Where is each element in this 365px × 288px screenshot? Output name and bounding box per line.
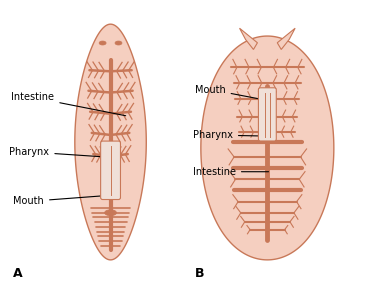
Polygon shape [201,36,334,260]
Polygon shape [277,28,295,50]
Text: B: B [195,267,204,280]
Text: Intestine: Intestine [11,92,126,116]
FancyBboxPatch shape [258,88,276,141]
Ellipse shape [115,41,122,45]
Ellipse shape [99,41,106,45]
Text: A: A [13,267,23,280]
FancyBboxPatch shape [101,141,120,200]
Polygon shape [75,24,146,260]
Text: Mouth: Mouth [195,84,265,100]
Text: Pharynx: Pharynx [9,147,116,158]
Ellipse shape [105,210,116,216]
Text: Mouth: Mouth [13,195,118,206]
Polygon shape [239,28,257,50]
Text: Pharynx: Pharynx [193,130,265,140]
Text: Intestine: Intestine [193,167,269,177]
